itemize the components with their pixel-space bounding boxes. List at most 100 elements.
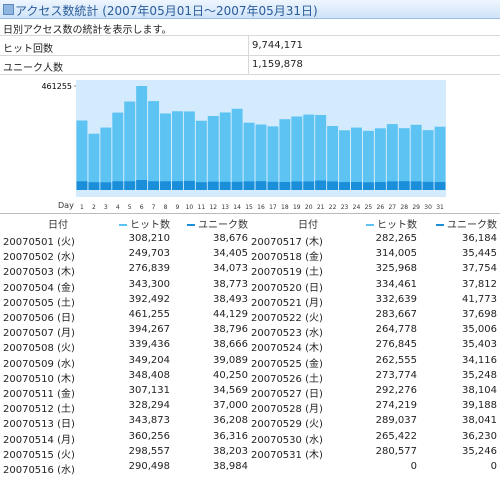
table-cell: 332,639: [376, 294, 417, 305]
table-cell-text: 44,129: [213, 309, 248, 320]
table-cell-text: 280,577: [375, 445, 417, 457]
table-cell: 276,845: [376, 339, 417, 350]
table-cell-text: 349,204: [128, 354, 170, 366]
x-tick-label: 2: [92, 204, 96, 211]
table-cell: 249,703: [129, 248, 170, 259]
table-cell-text: 39,188: [462, 400, 497, 412]
table-cell: 39,188: [462, 400, 497, 411]
column-header: 日付: [298, 216, 318, 231]
table-cell-text: 343,300: [128, 278, 170, 290]
table-cell-text: 20070511 (金): [3, 389, 75, 400]
bar: [124, 181, 136, 190]
x-tick-label: 18: [281, 204, 289, 211]
table-cell-text: 20070521 (月): [251, 297, 323, 309]
table-cell: 20070503 (木): [3, 263, 75, 278]
table-cell: 0: [491, 461, 497, 472]
table-cell-text: 34,116: [462, 354, 497, 366]
x-tick-label: 15: [245, 204, 253, 211]
table-cell-text: 332,639: [375, 293, 417, 305]
table-cell: 35,403: [462, 339, 497, 350]
table-cell-text: 20070517 (木): [251, 237, 323, 248]
table-cell: 20070525 (金): [251, 355, 323, 370]
table-cell: 38,676: [213, 233, 248, 244]
table-cell-text: 35,445: [462, 248, 497, 260]
summary-label-text: ユニーク人数: [3, 63, 63, 74]
bar: [303, 181, 315, 190]
table-cell: 20070507 (月): [3, 324, 75, 339]
table-cell-text: 20070516 (水): [3, 465, 75, 476]
bar: [291, 181, 303, 190]
bar: [255, 124, 267, 190]
table-cell-text: 38,773: [213, 278, 248, 290]
table-cell: 20070527 (日): [251, 385, 323, 400]
table-cell: 264,778: [376, 324, 417, 335]
legend-marker: [119, 224, 127, 226]
column-header: ユニーク数: [436, 216, 497, 231]
table-cell-text: 35,403: [462, 339, 497, 351]
table-cell: 289,037: [376, 415, 417, 426]
table-cell-text: 37,812: [462, 278, 497, 290]
divider: [0, 74, 500, 75]
table-cell-text: 38,041: [462, 415, 497, 427]
table-cell: 20070521 (月): [251, 294, 323, 309]
table-cell: 20070529 (火): [251, 415, 323, 430]
table-cell: 20070528 (月): [251, 400, 323, 415]
legend-marker: [436, 224, 444, 226]
x-tick-label: 3: [104, 204, 108, 211]
table-cell-text: 38,493: [213, 293, 248, 305]
summary-label: ユニーク人数: [3, 59, 63, 74]
table-cell-text: 290,498: [128, 461, 170, 472]
table-cell: 38,104: [462, 385, 497, 396]
header-icon: [3, 4, 14, 15]
table-cell: 360,256: [129, 431, 170, 442]
table-cell: 35,246: [462, 446, 497, 457]
table-cell: 308,210: [129, 233, 170, 244]
table-cell: 265,422: [376, 431, 417, 442]
description: 日別アクセス数の統計を表示します。: [3, 25, 172, 36]
table-cell-text: 37,698: [462, 309, 497, 320]
bar: [422, 181, 434, 190]
table-cell: 314,005: [376, 248, 417, 259]
table-cell: 283,667: [376, 309, 417, 320]
bar: [112, 112, 124, 190]
bar: [267, 181, 279, 190]
bar: [148, 101, 160, 190]
table-cell: 36,316: [213, 431, 248, 442]
table-cell: 20070512 (土): [3, 400, 75, 415]
bar: [183, 111, 195, 190]
table-cell-text: 20070520 (日): [251, 282, 323, 294]
table-cell-text: 20070509 (水): [3, 358, 75, 370]
bar: [374, 182, 386, 190]
x-tick-label: 13: [221, 204, 229, 211]
x-tick-label: 10: [186, 204, 194, 211]
table-cell: 38,796: [213, 324, 248, 335]
x-tick-label: 25: [365, 204, 373, 211]
bar: [231, 181, 243, 190]
bar: [267, 126, 279, 190]
bar: [76, 181, 88, 190]
table-cell-text: 20070527 (日): [251, 389, 323, 400]
table-cell: 36,230: [462, 431, 497, 442]
table-cell: 38,666: [213, 339, 248, 350]
table-cell: 282,265: [376, 233, 417, 244]
table-cell: 37,812: [462, 279, 497, 290]
table-cell: 276,839: [129, 263, 170, 274]
table-cell-text: 40,250: [213, 369, 248, 381]
x-tick-label: 23: [341, 204, 349, 211]
column-header-text: ユニーク数: [447, 220, 497, 231]
bar: [351, 182, 362, 190]
table-cell: 36,184: [462, 233, 497, 244]
table-cell-text: 34,569: [213, 385, 248, 396]
bar: [398, 181, 410, 190]
table-cell-text: 20070514 (月): [3, 434, 75, 446]
table-cell-text: 20070504 (金): [3, 282, 75, 294]
x-tick-label: 1: [80, 204, 84, 211]
table-cell-text: 20070530 (水): [251, 434, 323, 446]
divider: [0, 213, 500, 214]
table-cell-text: 20070528 (月): [251, 404, 323, 416]
table-cell-text: 35,006: [462, 324, 497, 336]
table-cell-text: 325,968: [375, 263, 417, 275]
table-cell-text: 20070503 (木): [3, 267, 75, 279]
table-cell: 273,774: [376, 370, 417, 381]
